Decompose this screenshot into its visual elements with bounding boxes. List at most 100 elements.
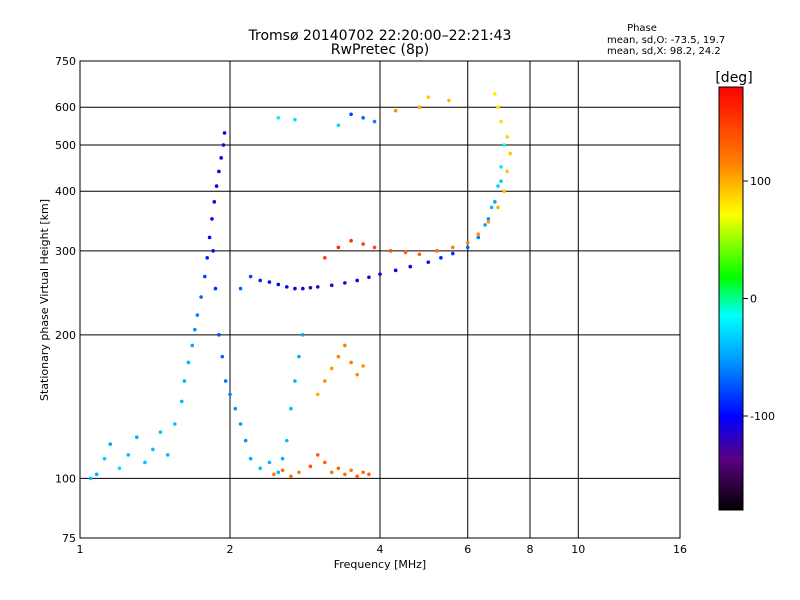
data-point — [367, 472, 371, 477]
data-point — [143, 460, 147, 465]
data-point — [210, 217, 214, 221]
data-point — [323, 460, 327, 465]
data-point — [211, 249, 215, 253]
colorbar-tick-label: -100 — [750, 410, 775, 423]
data-point — [301, 286, 305, 291]
data-point — [276, 470, 281, 475]
data-point — [315, 285, 320, 289]
data-point — [297, 354, 301, 359]
data-point — [190, 343, 195, 348]
data-point — [207, 235, 212, 240]
data-point — [372, 245, 377, 250]
colorbar-unit-label: [deg] — [715, 70, 752, 86]
data-point — [496, 105, 500, 110]
data-point — [238, 286, 243, 291]
data-point — [439, 256, 443, 260]
data-point — [243, 438, 248, 443]
data-point — [451, 245, 455, 250]
data-point — [195, 313, 200, 317]
data-point — [361, 470, 365, 475]
data-point — [367, 275, 371, 280]
data-point — [308, 285, 313, 290]
y-tick-label: 500 — [55, 139, 76, 152]
data-point — [217, 333, 221, 337]
data-point — [329, 366, 334, 371]
y-axis-label: Stationary phase Virtual Height [km] — [38, 199, 51, 401]
grid-lines — [80, 61, 680, 538]
data-point — [508, 151, 512, 156]
data-point — [293, 286, 297, 291]
data-point — [301, 333, 305, 337]
data-point — [361, 242, 365, 246]
data-point — [219, 156, 223, 160]
data-point — [349, 238, 353, 243]
data-point — [378, 272, 382, 276]
data-point — [117, 466, 122, 471]
x-tick-label: 6 — [464, 543, 471, 556]
data-point — [108, 442, 113, 446]
x-tick-label: 1 — [77, 543, 84, 556]
data-point — [293, 117, 297, 122]
data-point — [315, 453, 320, 457]
data-point — [499, 119, 503, 124]
data-point — [182, 379, 187, 383]
data-point — [248, 274, 253, 279]
data-point — [221, 143, 226, 147]
data-point — [451, 251, 455, 256]
data-point — [199, 295, 203, 299]
data-point — [217, 169, 221, 174]
data-point — [233, 406, 238, 411]
data-point — [393, 108, 398, 113]
data-point — [486, 217, 491, 221]
data-point — [289, 406, 293, 411]
data-point — [179, 399, 184, 404]
x-tick-label: 10 — [571, 543, 585, 556]
data-point — [476, 235, 481, 240]
x-tick-label: 16 — [673, 543, 687, 556]
data-point — [280, 468, 285, 473]
phase-label: Phase — [627, 23, 657, 34]
x-axis-label: Frequency [MHz] — [334, 558, 426, 571]
data-point — [349, 112, 353, 117]
data-point — [193, 327, 197, 332]
data-point — [276, 282, 281, 287]
data-point — [355, 474, 359, 479]
data-point — [489, 205, 494, 210]
data-point — [258, 466, 263, 471]
data-point — [493, 200, 497, 204]
y-tick-label: 400 — [55, 185, 76, 198]
data-point — [212, 200, 217, 204]
colorbar-tick-label: 100 — [750, 175, 771, 188]
data-point — [88, 476, 93, 481]
data-point — [493, 92, 497, 96]
data-point — [267, 280, 272, 284]
phase-x-stats: mean, sd,X: 98.2, 24.2 — [607, 46, 721, 57]
data-point — [502, 143, 506, 147]
data-point — [329, 283, 334, 288]
x-tick-label: 2 — [227, 543, 234, 556]
data-point — [165, 453, 170, 457]
data-point — [465, 245, 470, 250]
data-point — [248, 456, 253, 461]
data-point — [505, 135, 509, 139]
data-point — [220, 354, 225, 359]
data-point — [284, 285, 289, 289]
data-point — [426, 95, 431, 99]
data-points — [88, 92, 512, 481]
data-point — [329, 470, 334, 475]
colorbar — [718, 86, 744, 511]
data-point — [213, 286, 218, 291]
data-point — [403, 250, 408, 255]
x-tick-label: 8 — [527, 543, 534, 556]
data-point — [267, 460, 272, 465]
data-point — [293, 379, 297, 383]
data-point — [238, 422, 243, 426]
y-tick-label: 600 — [55, 101, 76, 114]
data-point — [126, 453, 131, 457]
data-point — [205, 256, 209, 260]
data-point — [336, 245, 341, 250]
data-point — [426, 260, 431, 264]
data-point — [94, 472, 99, 477]
data-point — [486, 220, 491, 224]
data-point — [336, 354, 341, 359]
